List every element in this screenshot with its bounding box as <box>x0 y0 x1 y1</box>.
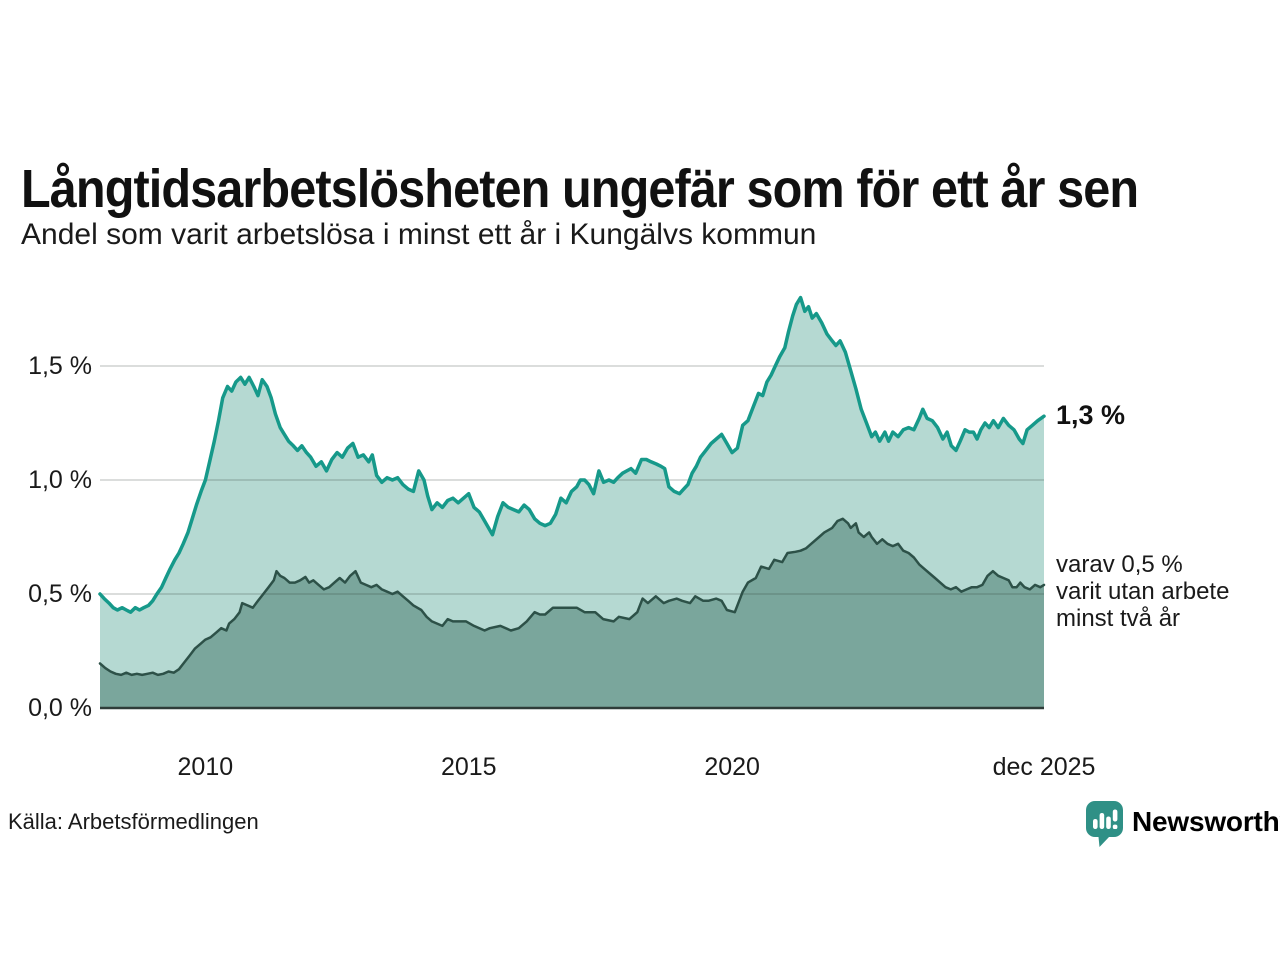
y-axis-tick-label: 0,0 % <box>28 694 92 722</box>
chart-subtitle: Andel som varit arbetslösa i minst ett å… <box>21 218 817 251</box>
x-axis-tick-label: dec 2025 <box>992 753 1096 781</box>
newsworthy-logo: Newsworthy <box>1085 800 1280 848</box>
x-axis-tick-label: 2020 <box>704 753 760 781</box>
newsworthy-wordmark: Newsworthy <box>1132 806 1280 837</box>
newsworthy-bubble-chart-icon <box>1086 801 1123 847</box>
series-end-label-one-year: 1,3 % <box>1056 400 1126 431</box>
source-note: Källa: Arbetsförmedlingen <box>8 809 259 834</box>
x-axis-tick-label: 2015 <box>440 753 497 781</box>
series-end-label-two-years: varav 0,5 % varit utan arbete minst två … <box>1056 550 1230 632</box>
x-axis-tick-label: 2010 <box>177 753 234 781</box>
y-axis-tick-label: 1,5 % <box>28 352 92 380</box>
chart-title: Långtidsarbetslösheten ungefär som för e… <box>21 159 1139 220</box>
y-axis-tick-label: 0,5 % <box>28 580 92 608</box>
y-axis-tick-label: 1,0 % <box>28 466 92 494</box>
